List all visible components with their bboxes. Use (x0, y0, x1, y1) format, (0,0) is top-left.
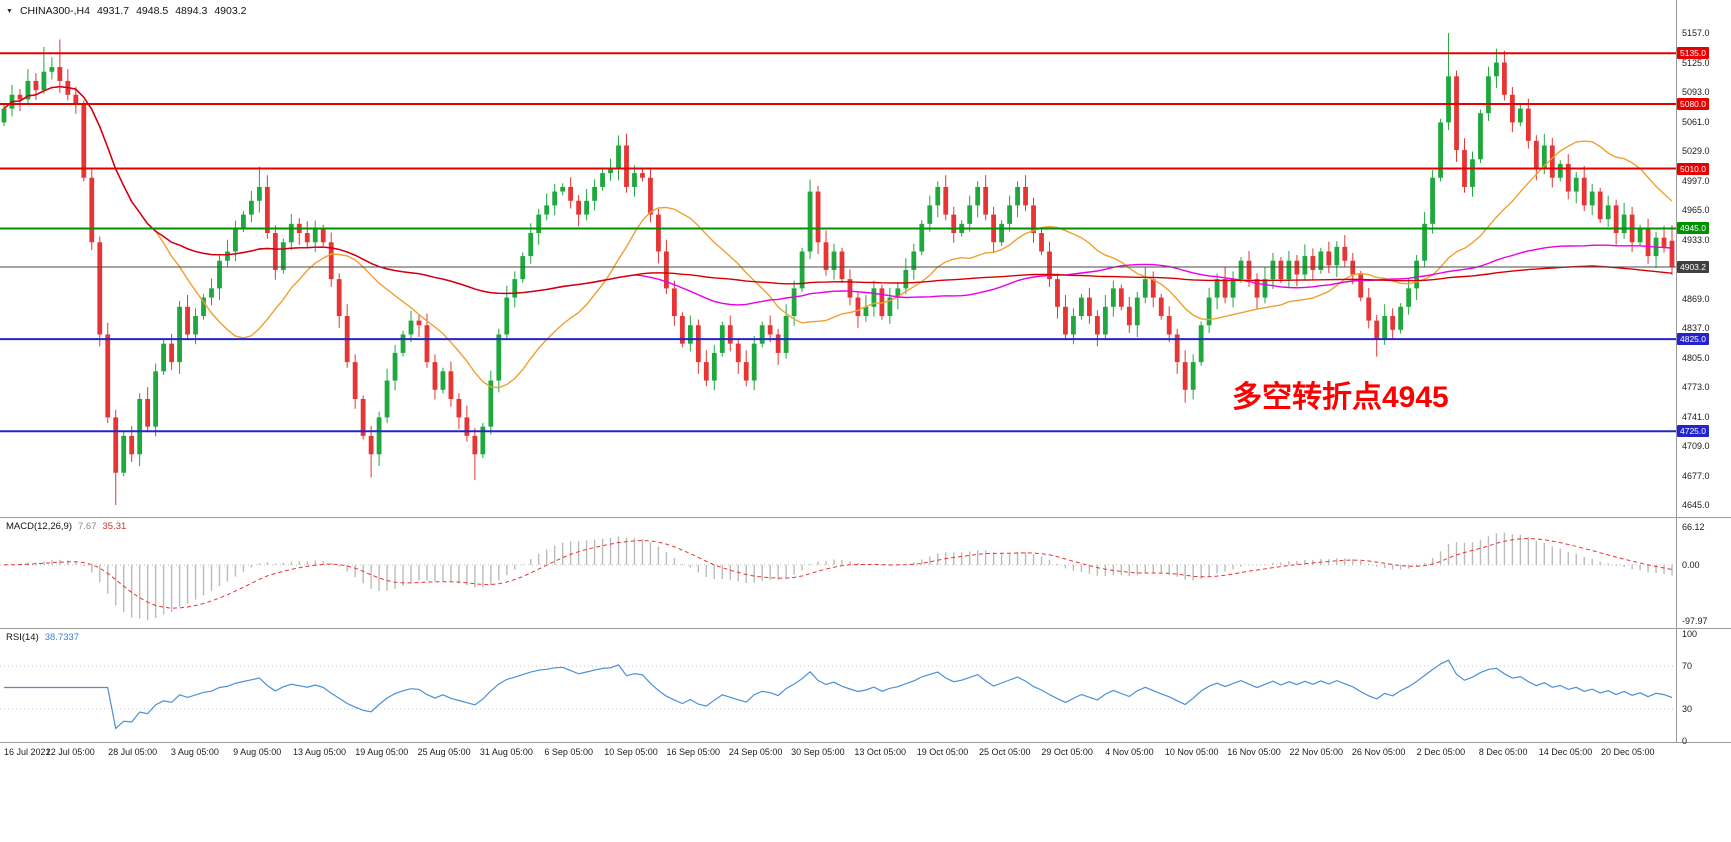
macd-label: MACD(12,26,9) 7.67 35.31 (6, 521, 126, 532)
price-tick: 5125.0 (1682, 57, 1710, 68)
price-tick: 5093.0 (1682, 87, 1710, 97)
time-label: 16 Jul 2021 (4, 747, 51, 757)
macd-signal-value: 35.31 (102, 521, 127, 532)
price-tick: 5157.0 (1682, 28, 1710, 38)
macd-tick: -97.97 (1682, 616, 1708, 626)
time-label: 8 Dec 05:00 (1478, 747, 1528, 757)
time-label: 6 Sep 05:00 (544, 747, 593, 757)
macd-histogram (11, 532, 1673, 621)
rsi-name: RSI(14) (6, 632, 39, 643)
time-label: 25 Aug 05:00 (417, 747, 471, 757)
price-level-tag: 5080.0 (1677, 97, 1709, 110)
time-label: 16 Sep 05:00 (666, 747, 721, 757)
ma-80-line (3, 85, 1673, 306)
macd-tick: 66.12 (1682, 522, 1705, 532)
time-label: 19 Aug 05:00 (355, 747, 409, 757)
rsi-panel-canvas[interactable] (0, 628, 1676, 742)
price-tick: 4645.0 (1682, 500, 1710, 510)
price-tick: 4965.0 (1682, 205, 1710, 215)
time-label: 29 Oct 05:00 (1041, 747, 1093, 757)
price-tick: 5061.0 (1682, 116, 1710, 127)
price-axis[interactable]: 5157.0 5125.0 5093.0 5061.0 5029.0 4997.0 4965… (1676, 0, 1731, 746)
time-label: 30 Sep 05:00 (791, 747, 845, 757)
price-tick: 4869.0 (1682, 293, 1710, 304)
time-label: 3 Aug 05:00 (170, 747, 219, 757)
time-label: 9 Aug 05:00 (233, 747, 282, 757)
rsi-tick: 70 (1682, 661, 1693, 672)
rsi-tick: 30 (1682, 703, 1693, 714)
macd-main-value: 7.67 (78, 521, 97, 532)
time-label: 10 Nov 05:00 (1164, 747, 1219, 757)
time-label: 22 Jul 05:00 (45, 747, 95, 757)
price-tick: 4741.0 (1682, 411, 1710, 422)
price-tick: 5029.0 (1682, 146, 1710, 156)
price-level-tag: 5135.0 (1677, 47, 1709, 60)
time-label: 20 Dec 05:00 (1601, 747, 1655, 757)
ma-20-line (3, 85, 1673, 389)
ohlc-close: 4903.2 (214, 5, 247, 17)
chart-annotation-text: 多空转折点4945 (1232, 381, 1449, 414)
time-label: 4 Nov 05:00 (1105, 747, 1154, 757)
price-level-tag: 5010.0 (1677, 162, 1709, 175)
time-label: 25 Oct 05:00 (979, 747, 1031, 757)
panel-separator (0, 517, 1731, 518)
ohlc-high: 4948.5 (136, 5, 169, 17)
price-tick: 4837.0 (1682, 323, 1710, 333)
time-label: 28 Jul 05:00 (108, 747, 158, 757)
panel-separator (0, 742, 1731, 743)
macd-signal-line (3, 537, 1673, 609)
time-label: 13 Oct 05:00 (854, 747, 906, 757)
time-label: 14 Dec 05:00 (1538, 747, 1593, 757)
rsi-line (4, 659, 1673, 730)
ohlc-low: 4894.3 (175, 5, 208, 17)
time-label: 2 Dec 05:00 (1416, 747, 1466, 757)
current-price-tag: 4903.2 (1677, 260, 1709, 273)
price-tick: 4773.0 (1682, 382, 1710, 392)
symbol-dropdown-icon[interactable]: ▼ (6, 7, 13, 15)
panel-separator (0, 628, 1731, 629)
symbol-label: CHINA300-,H4 (19, 5, 90, 17)
price-tick: 4933.0 (1682, 234, 1710, 245)
rsi-tick: 100 (1682, 629, 1698, 639)
time-label: 16 Nov 05:00 (1227, 747, 1281, 757)
axis-separator (1676, 0, 1677, 742)
time-axis[interactable]: 16 Jul 2021 22 Jul 05:00 28 Jul 05:00 3 Aug… (0, 744, 1731, 764)
ma-200-line (3, 85, 1673, 295)
price-tick: 4997.0 (1682, 175, 1710, 186)
price-level-tag: 4725.0 (1677, 425, 1709, 438)
price-tick: 4677.0 (1682, 470, 1710, 481)
macd-tick: 0.00 (1682, 559, 1700, 570)
macd-panel-canvas[interactable] (0, 517, 1676, 628)
rsi-label: RSI(14) 38.7337 (6, 632, 79, 643)
time-label: 10 Sep 05:00 (604, 747, 658, 757)
macd-name: MACD(12,26,9) (6, 521, 72, 532)
ohlc-open: 4931.7 (96, 5, 130, 17)
time-label: 26 Nov 05:00 (1351, 747, 1406, 757)
time-label: 24 Sep 05:00 (728, 747, 783, 757)
time-label: 19 Oct 05:00 (916, 747, 969, 757)
price-level-tag: 4945.0 (1677, 222, 1709, 235)
time-label: 13 Aug 05:00 (292, 747, 347, 757)
rsi-tick: 0 (1682, 736, 1688, 746)
price-tick: 4805.0 (1682, 352, 1710, 363)
rsi-value: 38.7337 (44, 632, 80, 643)
time-label: 31 Aug 05:00 (479, 747, 533, 757)
price-tick: 4709.0 (1682, 441, 1710, 451)
chart-title: ▼ CHINA300-,H4 4931.7 4948.5 4894.3 4903… (6, 5, 246, 17)
time-label: 22 Nov 05:00 (1289, 747, 1344, 757)
price-chart-canvas[interactable] (0, 0, 1676, 517)
price-level-tag: 4825.0 (1677, 333, 1709, 346)
